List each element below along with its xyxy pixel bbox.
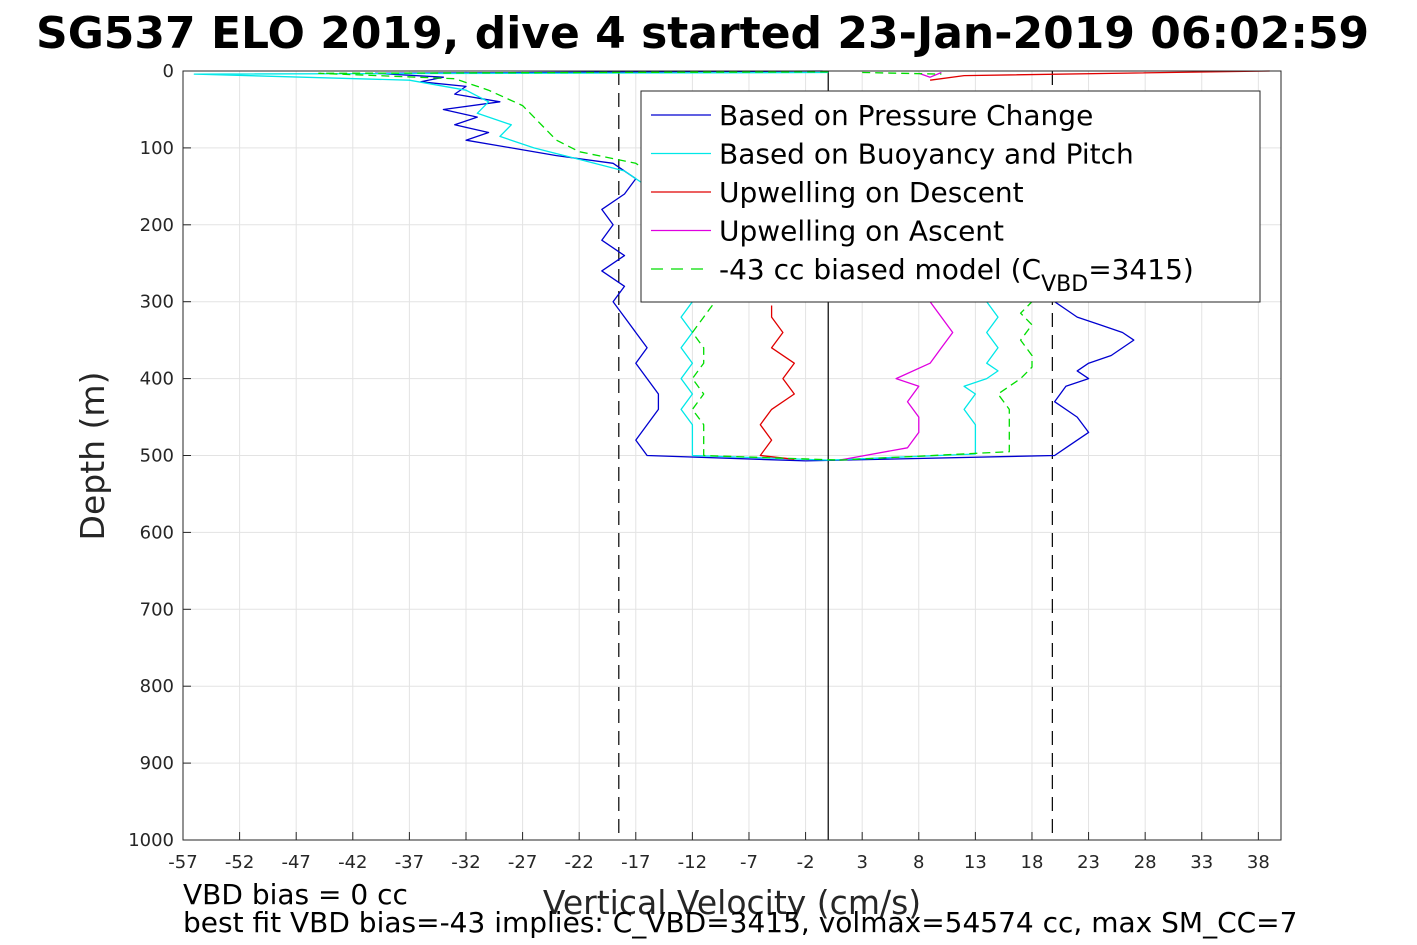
chart-title: SG537 ELO 2019, dive 4 started 23-Jan-20… (36, 8, 1369, 59)
x-tick-label: 8 (913, 852, 924, 873)
y-tick-label: 400 (140, 369, 174, 390)
x-tick-label: -12 (678, 852, 707, 873)
y-tick-label: 700 (140, 599, 174, 620)
x-tick-label: -17 (621, 852, 650, 873)
series-line (839, 301, 1033, 461)
x-tick-label: 23 (1077, 852, 1100, 873)
series-line (918, 71, 942, 78)
x-tick-label: -2 (797, 852, 815, 873)
x-axis-ticks: -57 -52 -47 -42 -37 -32 -27 -22 -17 -12 -7 -2 3 8 13 18… (168, 832, 1270, 873)
legend-entry-label: Based on Pressure Change (719, 99, 1093, 132)
legend-entry-label: -43 cc biased model (CVBD=3415) (719, 253, 1194, 297)
x-tick-label: -42 (338, 852, 367, 873)
footer-vbd-bias: VBD bias = 0 cc (183, 878, 408, 911)
data-series (193, 70, 1270, 462)
y-tick-label: 900 (140, 753, 174, 774)
x-tick-label: 33 (1190, 852, 1213, 873)
legend: Based on Pressure Change Based on Buoyanc… (640, 90, 1261, 303)
x-tick-label: -7 (740, 852, 758, 873)
series-line (839, 301, 954, 461)
series-line (805, 301, 1135, 462)
y-tick-label: 800 (140, 676, 174, 697)
legend-entry-label: Based on Buoyancy and Pitch (719, 138, 1134, 171)
x-tick-label: 13 (964, 852, 987, 873)
legend-box (640, 90, 1261, 303)
y-tick-label: 300 (140, 292, 174, 313)
x-tick-label: 38 (1247, 852, 1270, 873)
series-line (862, 71, 942, 75)
x-tick-label: 3 (856, 852, 867, 873)
x-tick-label: 18 (1021, 852, 1044, 873)
y-tick-label: 1000 (128, 830, 174, 851)
x-tick-label: 28 (1134, 852, 1157, 873)
y-tick-label: 500 (140, 446, 174, 467)
x-tick-label: -52 (225, 852, 254, 873)
series-line (828, 301, 999, 461)
y-tick-label: 600 (140, 522, 174, 543)
x-tick-label: -22 (564, 852, 593, 873)
x-tick-label: -32 (451, 852, 480, 873)
x-tick-label: -37 (395, 852, 424, 873)
y-axis-ticks: 0 100 200 300 400 500 600 700 800 900 1000 (128, 61, 191, 851)
series-line (930, 70, 1270, 81)
footer-best-fit: best fit VBD bias=-43 implies: C_VBD=341… (183, 906, 1297, 939)
y-tick-label: 200 (140, 215, 174, 236)
x-tick-label: -47 (281, 852, 310, 873)
x-tick-label: -57 (168, 852, 197, 873)
legend-entry-label: Upwelling on Descent (719, 176, 1024, 209)
y-tick-label: 0 (163, 61, 174, 82)
y-axis-label: Depth (m) (73, 372, 112, 541)
x-axis-label: Vertical Velocity (cm/s) (543, 883, 921, 922)
series-line (759, 305, 795, 460)
x-tick-label: -27 (508, 852, 537, 873)
legend-entry-label: Upwelling on Ascent (719, 215, 1004, 248)
y-tick-label: 100 (140, 138, 174, 159)
